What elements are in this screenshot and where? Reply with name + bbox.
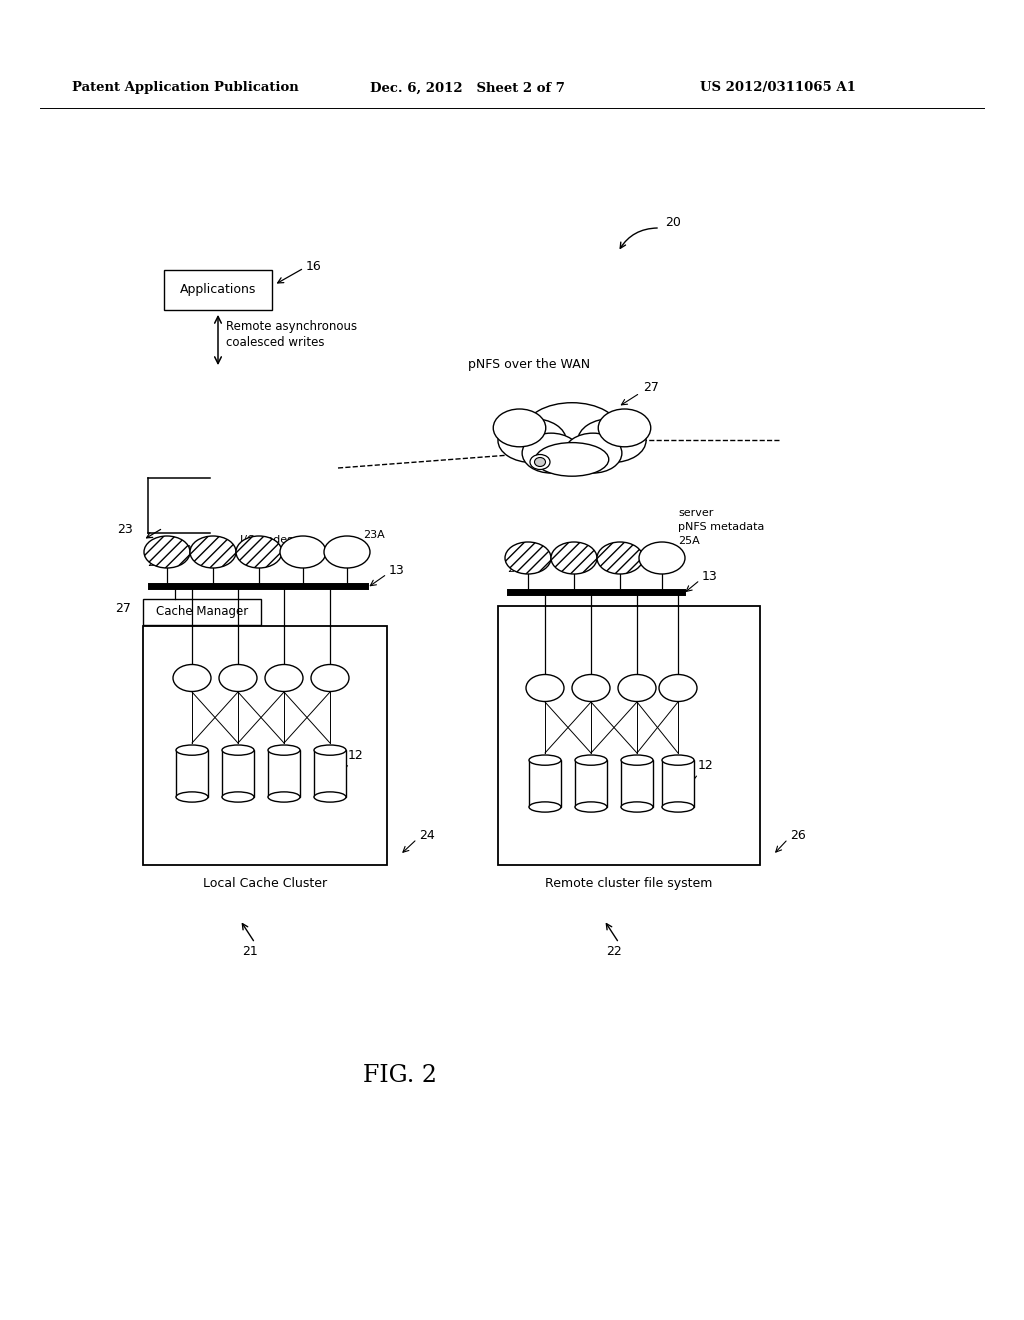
Text: Local Cache Cluster: Local Cache Cluster bbox=[203, 876, 327, 890]
Ellipse shape bbox=[575, 801, 607, 812]
Ellipse shape bbox=[526, 675, 564, 701]
Text: 21: 21 bbox=[242, 945, 258, 958]
Ellipse shape bbox=[639, 543, 685, 574]
Ellipse shape bbox=[222, 744, 254, 755]
Ellipse shape bbox=[280, 536, 326, 568]
Text: 23B: 23B bbox=[147, 558, 169, 568]
Ellipse shape bbox=[498, 418, 566, 462]
Ellipse shape bbox=[529, 755, 561, 766]
Text: 23A: 23A bbox=[362, 531, 385, 540]
Text: I/O nodes: I/O nodes bbox=[240, 535, 293, 545]
Text: 25B: 25B bbox=[507, 564, 528, 574]
Text: 13: 13 bbox=[389, 564, 404, 577]
Text: 22: 22 bbox=[606, 945, 622, 958]
Bar bbox=[143, 626, 387, 865]
Ellipse shape bbox=[144, 536, 190, 568]
Text: 13: 13 bbox=[702, 570, 718, 583]
Ellipse shape bbox=[311, 664, 349, 692]
Text: 12: 12 bbox=[348, 748, 364, 762]
Text: 12: 12 bbox=[698, 759, 714, 772]
Ellipse shape bbox=[190, 536, 236, 568]
Text: Dec. 6, 2012   Sheet 2 of 7: Dec. 6, 2012 Sheet 2 of 7 bbox=[370, 82, 565, 95]
Bar bbox=[575, 760, 607, 807]
Ellipse shape bbox=[222, 792, 254, 803]
Text: 25A: 25A bbox=[678, 536, 699, 546]
Ellipse shape bbox=[494, 409, 546, 446]
Ellipse shape bbox=[314, 744, 346, 755]
Text: 20: 20 bbox=[665, 216, 681, 228]
Text: 23: 23 bbox=[117, 523, 133, 536]
Text: Appln.nodes: Appln.nodes bbox=[150, 543, 219, 553]
Bar bbox=[222, 750, 254, 797]
Ellipse shape bbox=[618, 675, 656, 701]
Ellipse shape bbox=[176, 792, 208, 803]
Ellipse shape bbox=[524, 403, 620, 457]
Bar bbox=[498, 606, 760, 865]
Text: pNFS over the WAN: pNFS over the WAN bbox=[468, 358, 590, 371]
Text: 26: 26 bbox=[790, 829, 806, 842]
Ellipse shape bbox=[236, 536, 282, 568]
Ellipse shape bbox=[575, 755, 607, 766]
Ellipse shape bbox=[662, 755, 694, 766]
Ellipse shape bbox=[530, 454, 550, 470]
Text: 27: 27 bbox=[643, 381, 658, 393]
Ellipse shape bbox=[578, 418, 646, 462]
Text: pNFS metadata: pNFS metadata bbox=[678, 521, 764, 532]
Text: Remote cluster file system: Remote cluster file system bbox=[546, 876, 713, 890]
Bar bbox=[268, 750, 300, 797]
Text: Applications: Applications bbox=[180, 284, 256, 297]
Bar bbox=[662, 760, 694, 807]
Text: server: server bbox=[678, 508, 714, 517]
Text: FIG. 2: FIG. 2 bbox=[362, 1064, 437, 1086]
Ellipse shape bbox=[564, 433, 622, 473]
Text: Cache Manager: Cache Manager bbox=[156, 606, 248, 619]
Ellipse shape bbox=[529, 801, 561, 812]
Text: 24: 24 bbox=[419, 829, 435, 842]
Bar bbox=[621, 760, 653, 807]
Ellipse shape bbox=[572, 675, 610, 701]
Ellipse shape bbox=[662, 801, 694, 812]
Ellipse shape bbox=[551, 543, 597, 574]
Text: 16: 16 bbox=[306, 260, 322, 273]
Ellipse shape bbox=[173, 664, 211, 692]
Ellipse shape bbox=[219, 664, 257, 692]
Ellipse shape bbox=[621, 801, 653, 812]
Ellipse shape bbox=[598, 409, 650, 446]
Text: coalesced writes: coalesced writes bbox=[226, 337, 325, 348]
Text: Patent Application Publication: Patent Application Publication bbox=[72, 82, 299, 95]
Ellipse shape bbox=[314, 792, 346, 803]
Bar bbox=[176, 750, 208, 797]
Bar bbox=[314, 750, 346, 797]
Ellipse shape bbox=[176, 744, 208, 755]
Ellipse shape bbox=[265, 664, 303, 692]
Text: pNFS client: pNFS client bbox=[240, 549, 303, 558]
Ellipse shape bbox=[268, 744, 300, 755]
Ellipse shape bbox=[597, 543, 643, 574]
Bar bbox=[164, 271, 272, 310]
Text: Remote asynchronous: Remote asynchronous bbox=[226, 319, 357, 333]
Ellipse shape bbox=[535, 458, 546, 466]
Bar bbox=[529, 760, 561, 807]
Ellipse shape bbox=[268, 792, 300, 803]
Ellipse shape bbox=[659, 675, 697, 701]
Ellipse shape bbox=[621, 755, 653, 766]
Text: 27: 27 bbox=[115, 602, 131, 615]
Ellipse shape bbox=[505, 543, 551, 574]
Ellipse shape bbox=[536, 442, 608, 477]
Ellipse shape bbox=[522, 433, 580, 473]
Ellipse shape bbox=[324, 536, 370, 568]
Bar bbox=[143, 599, 261, 624]
Text: US 2012/0311065 A1: US 2012/0311065 A1 bbox=[700, 82, 856, 95]
